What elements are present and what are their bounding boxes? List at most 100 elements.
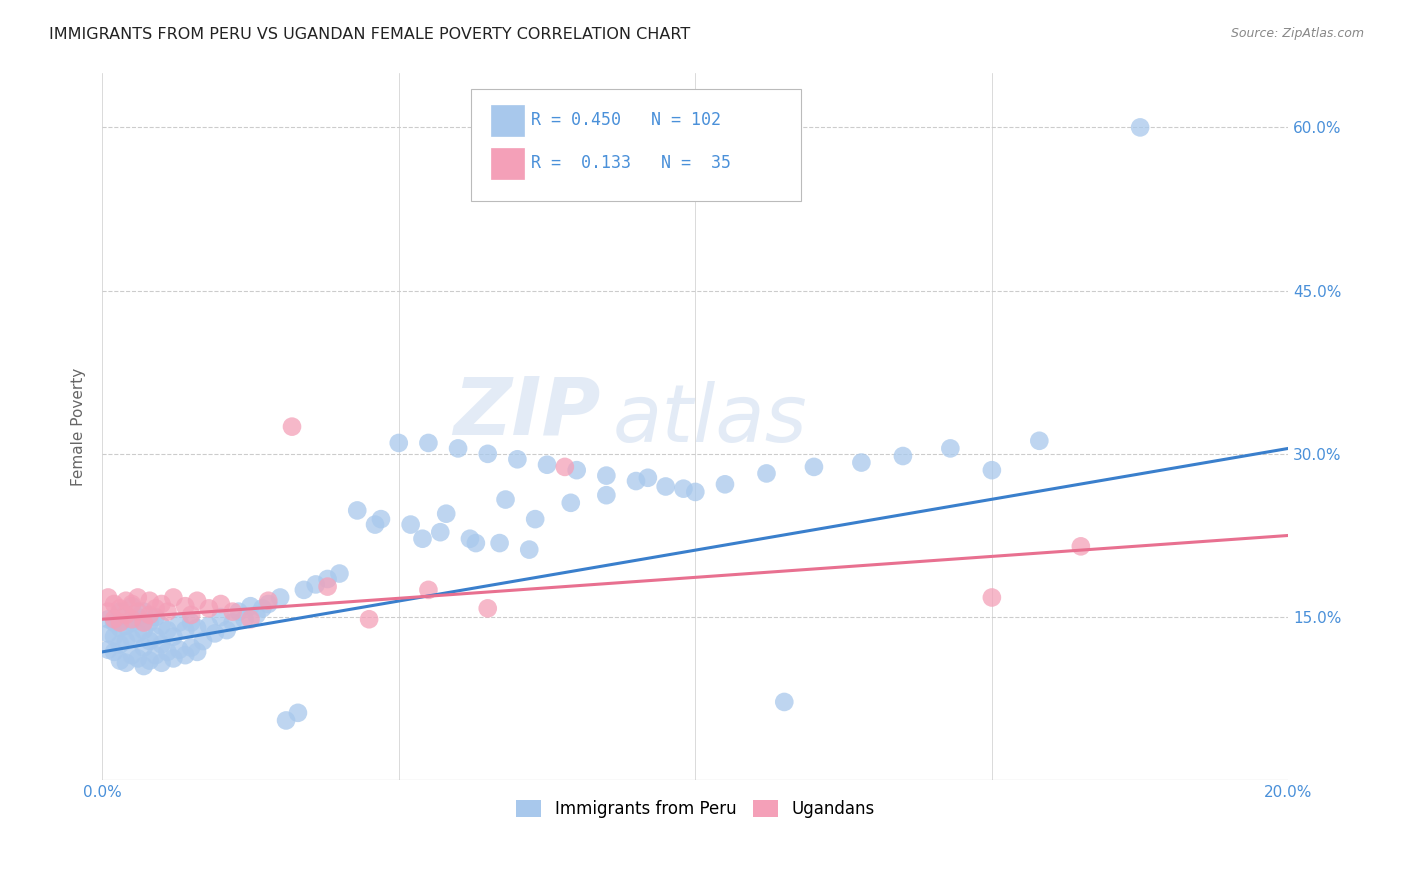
Point (145, 630, 167, 644)
Text: Source: ZipAtlas.com: Source: ZipAtlas.com (1230, 27, 1364, 40)
Point (174, 623, 197, 637)
Point (180, 615, 202, 630)
Point (138, 654, 160, 668)
Point (364, 517, 387, 532)
Point (477, 601, 499, 615)
Point (524, 512, 547, 526)
Point (108, 654, 131, 668)
Point (215, 623, 238, 637)
Point (239, 612, 262, 626)
Point (464, 536, 486, 550)
Point (418, 582, 440, 597)
Point (150, 637, 173, 651)
Point (180, 607, 202, 622)
Point (127, 605, 149, 619)
Point (252, 601, 274, 615)
Point (162, 651, 184, 665)
Point (565, 463, 588, 477)
Point (939, 442, 962, 456)
Point (222, 615, 245, 630)
Text: ZIP: ZIP (453, 374, 600, 451)
Text: atlas: atlas (612, 381, 807, 458)
Point (150, 619, 173, 633)
Point (980, 463, 1002, 477)
Point (145, 648, 167, 662)
Point (359, 612, 381, 626)
Point (209, 597, 232, 611)
Point (851, 456, 873, 470)
Point (115, 634, 138, 648)
Point (127, 610, 149, 624)
Point (156, 605, 179, 619)
Point (138, 615, 160, 630)
Point (103, 645, 125, 659)
Text: R = 0.450   N = 102: R = 0.450 N = 102 (531, 112, 721, 129)
Point (115, 619, 138, 633)
Point (517, 542, 540, 557)
Point (108, 601, 131, 615)
Point (108, 637, 131, 651)
Point (132, 605, 155, 619)
Point (269, 591, 291, 605)
Point (132, 615, 155, 630)
Point (434, 507, 457, 521)
Point (685, 484, 707, 499)
Point (637, 471, 659, 485)
Point (115, 656, 138, 670)
Point (980, 591, 1002, 605)
Point (672, 482, 695, 496)
Point (97, 605, 120, 619)
Point (127, 626, 149, 640)
Point (162, 591, 184, 605)
Point (121, 648, 143, 662)
Text: IMMIGRANTS FROM PERU VS UGANDAN FEMALE POVERTY CORRELATION CHART: IMMIGRANTS FROM PERU VS UGANDAN FEMALE P… (49, 27, 690, 42)
Point (191, 634, 214, 648)
Point (150, 656, 173, 670)
Point (103, 612, 125, 626)
Point (560, 496, 582, 510)
Point (429, 525, 451, 540)
Point (328, 566, 350, 581)
Point (477, 447, 499, 461)
Point (156, 645, 179, 659)
Point (388, 436, 411, 450)
Point (156, 623, 179, 637)
Point (97, 612, 120, 626)
Point (305, 577, 328, 591)
Point (121, 597, 143, 611)
Point (138, 607, 160, 622)
Point (257, 597, 280, 611)
Point (180, 640, 202, 655)
Point (495, 492, 517, 507)
Point (103, 597, 125, 611)
Point (204, 626, 226, 640)
Point (108, 621, 131, 635)
Point (132, 640, 155, 655)
Point (1129, 120, 1152, 135)
Point (121, 612, 143, 626)
Point (138, 634, 160, 648)
Point (97, 626, 120, 640)
Point (488, 536, 510, 550)
Point (595, 488, 617, 502)
Point (174, 599, 197, 614)
Point (447, 442, 470, 456)
Text: R =  0.133   N =  35: R = 0.133 N = 35 (531, 154, 731, 172)
Point (186, 593, 208, 607)
Point (169, 615, 191, 630)
Point (274, 714, 297, 728)
Point (115, 593, 138, 607)
Point (209, 610, 232, 624)
Point (127, 591, 149, 605)
Point (103, 615, 125, 630)
Point (714, 477, 737, 491)
Y-axis label: Female Poverty: Female Poverty (72, 368, 86, 486)
Point (97, 591, 120, 605)
Point (755, 467, 778, 481)
Point (245, 607, 267, 622)
Point (108, 615, 131, 630)
Point (418, 436, 440, 450)
Point (121, 632, 143, 646)
Point (222, 605, 245, 619)
Point (186, 645, 208, 659)
